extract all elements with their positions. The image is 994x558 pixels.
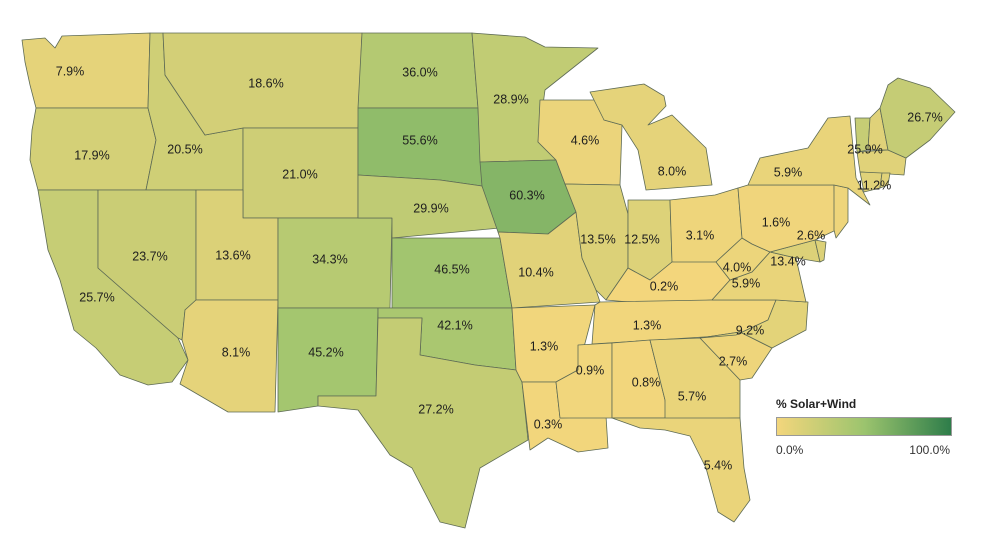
state-ne bbox=[357, 174, 501, 239]
state-label-mi: 8.0% bbox=[658, 164, 687, 178]
legend-color-bar bbox=[776, 417, 952, 436]
state-label-ny: 5.9% bbox=[774, 165, 803, 179]
state-label-mt: 18.6% bbox=[248, 76, 283, 90]
state-az bbox=[179, 299, 279, 413]
state-label-oh: 3.1% bbox=[686, 228, 715, 242]
state-label-me: 26.7% bbox=[907, 110, 942, 124]
state-label-ks: 46.5% bbox=[434, 262, 469, 276]
state-label-nm: 45.2% bbox=[308, 345, 343, 359]
state-label-tx: 27.2% bbox=[418, 402, 453, 416]
state-label-sc: 2.7% bbox=[719, 354, 748, 368]
state-label-in: 12.5% bbox=[624, 232, 659, 246]
state-label-ok: 42.1% bbox=[437, 318, 472, 332]
color-legend: % Solar+Wind 0.0% 100.0% bbox=[776, 397, 954, 457]
state-tx bbox=[317, 317, 529, 529]
state-label-ne: 29.9% bbox=[413, 201, 448, 215]
state-label-wa: 7.9% bbox=[56, 64, 85, 78]
state-label-wv: 4.0% bbox=[723, 260, 752, 274]
state-de bbox=[814, 239, 827, 263]
state-label-ky: 0.2% bbox=[650, 279, 679, 293]
state-label-wi: 4.6% bbox=[571, 133, 600, 147]
legend-title: % Solar+Wind bbox=[776, 397, 857, 411]
legend-min-label: 0.0% bbox=[776, 443, 804, 457]
state-label-nd: 36.0% bbox=[402, 65, 437, 79]
state-label-az: 8.1% bbox=[222, 345, 251, 359]
state-label-la: 0.3% bbox=[534, 417, 563, 431]
state-wa bbox=[21, 32, 151, 109]
state-label-mn: 28.9% bbox=[493, 92, 528, 106]
state-label-ar: 1.3% bbox=[530, 339, 559, 353]
state-label-sd: 55.6% bbox=[402, 133, 437, 147]
state-nc bbox=[699, 299, 809, 349]
state-label-fl: 5.4% bbox=[704, 458, 733, 472]
state-fl bbox=[611, 417, 751, 523]
state-me bbox=[879, 77, 956, 159]
state-label-il: 13.5% bbox=[580, 232, 615, 246]
state-ny bbox=[747, 115, 871, 206]
state-label-ca: 25.7% bbox=[79, 290, 114, 304]
state-label-mo: 10.4% bbox=[518, 265, 553, 279]
state-label-nh: 11.2% bbox=[857, 178, 892, 192]
legend-max-label: 100.0% bbox=[909, 443, 950, 457]
state-label-nc: 9.2% bbox=[736, 323, 765, 337]
state-label-id: 20.5% bbox=[167, 142, 202, 156]
state-label-al: 0.8% bbox=[632, 375, 661, 389]
state-label-tn: 1.3% bbox=[633, 318, 662, 332]
state-label-ia: 60.3% bbox=[509, 188, 544, 202]
state-label-pa: 1.6% bbox=[762, 215, 791, 229]
state-label-ut: 13.6% bbox=[215, 248, 250, 262]
state-label-co: 34.3% bbox=[312, 252, 347, 266]
state-nj bbox=[833, 184, 849, 239]
state-label-nv: 23.7% bbox=[132, 249, 167, 263]
state-label-ms: 0.9% bbox=[576, 363, 605, 377]
state-mi bbox=[589, 83, 713, 191]
state-label-vt: 25.9% bbox=[847, 142, 882, 156]
state-label-va: 5.9% bbox=[732, 276, 761, 290]
state-label-wy: 21.0% bbox=[282, 167, 317, 181]
state-ri bbox=[879, 172, 891, 189]
state-label-nj: 2.6% bbox=[797, 228, 826, 242]
state-label-md: 13.4% bbox=[770, 254, 805, 268]
state-label-ga: 5.7% bbox=[678, 389, 707, 403]
state-ma bbox=[856, 149, 907, 176]
state-label-or: 17.9% bbox=[74, 148, 109, 162]
